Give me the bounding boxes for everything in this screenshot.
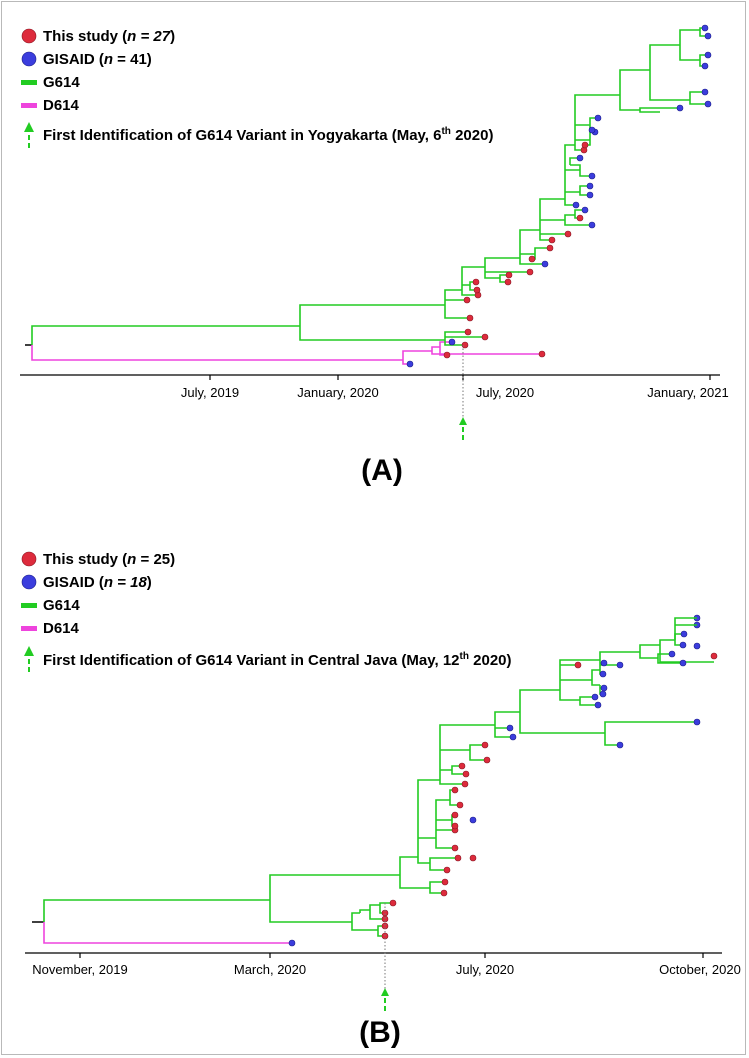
first-id-arrow-a-icon bbox=[459, 417, 467, 425]
tick-label: July, 2020 bbox=[456, 962, 514, 977]
legend-g614: G614 bbox=[43, 597, 80, 614]
panel-a: This study (n = 27) GISAID (n = 41) G614… bbox=[20, 24, 729, 487]
legend-gisaid: GISAID (n = 41) bbox=[43, 51, 152, 68]
phylo-tree-b bbox=[32, 614, 718, 947]
legend-d614-swatch bbox=[21, 103, 37, 108]
tips-a bbox=[406, 24, 712, 368]
legend-this-study: This study (n = 25) bbox=[43, 551, 175, 568]
legend-this-study: This study (n = 27) bbox=[43, 28, 175, 45]
legend-first-id-arrow-icon bbox=[24, 122, 34, 132]
legend-g614-swatch bbox=[21, 80, 37, 85]
legend-g614-swatch bbox=[21, 603, 37, 608]
tips-b bbox=[288, 614, 718, 947]
panel-b-label: (B) bbox=[359, 1016, 401, 1049]
tick-label: July, 2019 bbox=[181, 385, 239, 400]
legend-d614-swatch bbox=[21, 626, 37, 631]
legend-b: This study (n = 25) GISAID (n = 18) G614… bbox=[21, 551, 512, 672]
tick-label: November, 2019 bbox=[32, 962, 127, 977]
legend-g614: G614 bbox=[43, 74, 80, 91]
panel-b: This study (n = 25) GISAID (n = 18) G614… bbox=[21, 551, 741, 1049]
legend-first-identification: First Identification of G614 Variant in … bbox=[43, 126, 493, 144]
legend-first-identification: First Identification of G614 Variant in … bbox=[43, 651, 512, 669]
legend-d614: D614 bbox=[43, 97, 80, 114]
legend-this-study-marker bbox=[21, 28, 37, 44]
tick-label: March, 2020 bbox=[234, 962, 306, 977]
first-id-arrow-b-icon bbox=[381, 988, 389, 996]
phylo-tree-a bbox=[25, 24, 712, 368]
legend-gisaid-marker bbox=[21, 51, 37, 67]
panel-a-label: (A) bbox=[361, 454, 403, 487]
legend-gisaid: GISAID (n = 18) bbox=[43, 574, 152, 591]
tick-label: January, 2020 bbox=[297, 385, 378, 400]
legend-gisaid-marker bbox=[21, 574, 37, 590]
legend-d614: D614 bbox=[43, 620, 80, 637]
time-axis-b: November, 2019 March, 2020 July, 2020 Oc… bbox=[25, 903, 741, 1011]
tick-label: January, 2021 bbox=[647, 385, 728, 400]
legend-first-id-arrow-icon bbox=[24, 646, 34, 656]
time-axis-a: July, 2019 January, 2020 July, 2020 Janu… bbox=[20, 345, 729, 440]
legend-this-study-marker bbox=[21, 551, 37, 567]
tick-label: October, 2020 bbox=[659, 962, 741, 977]
tick-label: July, 2020 bbox=[476, 385, 534, 400]
legend-a: This study (n = 27) GISAID (n = 41) G614… bbox=[21, 28, 493, 148]
